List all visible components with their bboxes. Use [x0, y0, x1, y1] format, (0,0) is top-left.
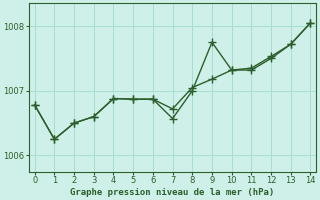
- X-axis label: Graphe pression niveau de la mer (hPa): Graphe pression niveau de la mer (hPa): [70, 188, 275, 197]
